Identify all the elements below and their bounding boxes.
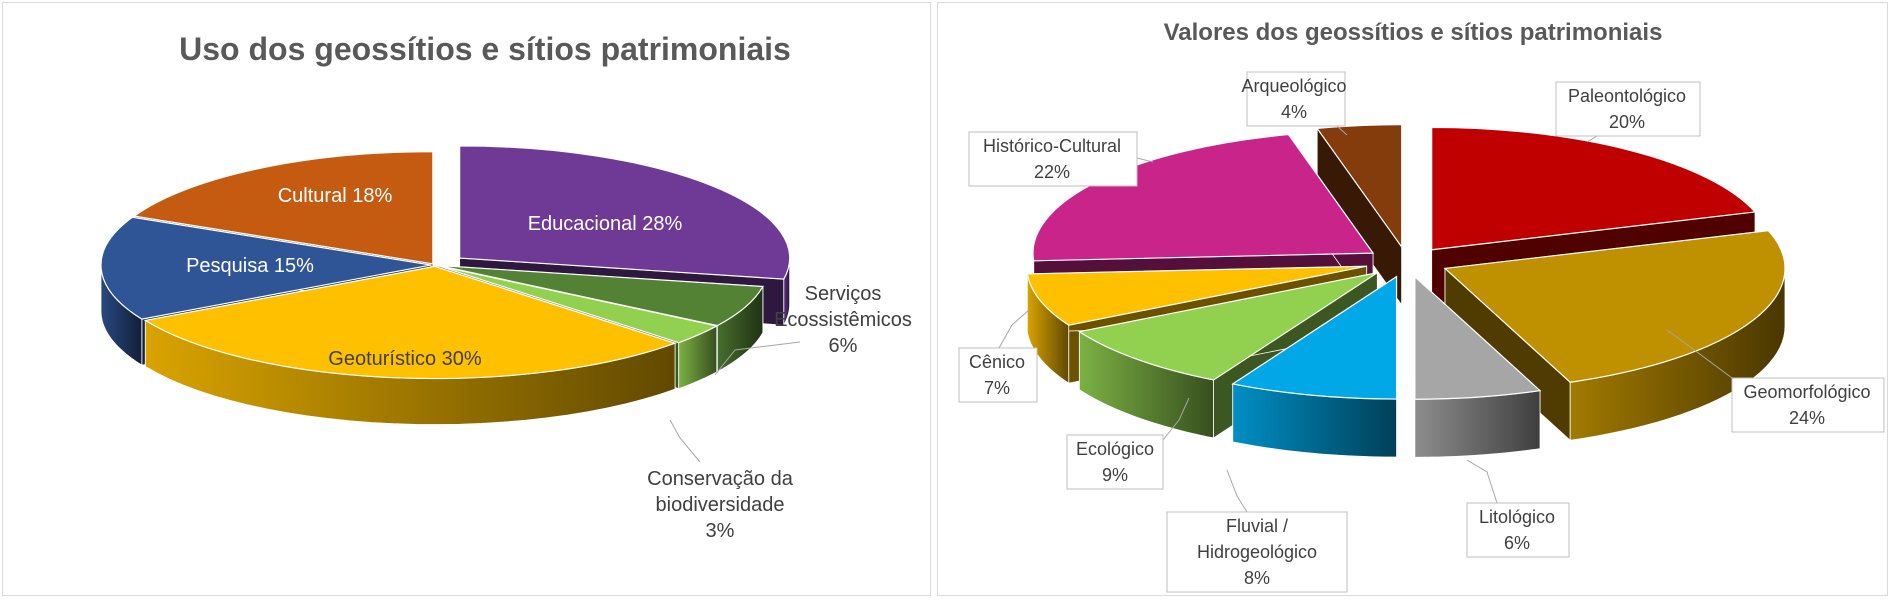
leader-line (1162, 397, 1190, 441)
data-label: 20% (1609, 112, 1645, 132)
label-box (1246, 71, 1346, 127)
data-label: Educacional 28% (528, 213, 683, 235)
leader-line (1666, 329, 1733, 379)
chart-valores: Valores dos geossítios e sítios patrimon… (937, 0, 1890, 600)
data-label: 24% (1789, 408, 1825, 428)
data-label: Geoturístico 30% (328, 348, 482, 370)
label-geoturistico: Geoturístico 30% (328, 348, 482, 370)
slice-geomorfologico (1443, 229, 1786, 383)
label-historico-cultural: Histórico-Cultural 22% (968, 131, 1154, 187)
slice-paleontologico (1431, 126, 1757, 251)
label-arqueologico: Arqueológico 4% (1241, 71, 1348, 136)
label-pesquisa: Pesquisa 15% (186, 255, 314, 277)
chart-valores-frame (937, 2, 1888, 596)
data-label: biodiversidade (656, 494, 785, 516)
data-label: 22% (1034, 162, 1070, 182)
slice-fluvial-hidrogeologico (1231, 275, 1398, 400)
slice-rim (1414, 390, 1541, 458)
data-label: Pesquisa 15% (186, 255, 314, 277)
chart-uso-svg: Uso dos geossítios e sítios patrimoniais… (100, 31, 912, 542)
slice-arqueologico (1316, 123, 1403, 249)
data-label: Conservação da (647, 468, 794, 490)
label-box (1466, 502, 1570, 558)
data-label: Fluvial / (1226, 516, 1288, 536)
slice-cenico (1026, 265, 1367, 326)
label-servicos-ecossistemicos: Serviços Ecossistêmicos 6% (714, 283, 912, 376)
label-educacional: Educacional 28% (528, 213, 683, 235)
data-label: 3% (706, 520, 735, 542)
data-label: Histórico-Cultural (983, 136, 1121, 156)
leader-line (1586, 135, 1598, 143)
slice-servicos-ecossistemicos (438, 264, 764, 327)
data-label: 9% (1102, 465, 1128, 485)
label-ecologico: Ecológico 9% (1066, 397, 1190, 490)
leader-line (1466, 459, 1498, 504)
data-label: Cultural 18% (278, 185, 393, 207)
leader-line (1336, 125, 1348, 136)
slice-geoturistico (143, 265, 677, 380)
label-box (1731, 377, 1885, 433)
data-label: Arqueológico (1241, 76, 1346, 96)
data-label: Hidrogeológico (1197, 542, 1317, 562)
slice-conservacao-da-biodiversidade (437, 265, 719, 344)
data-label: 4% (1281, 102, 1307, 122)
label-box (968, 131, 1138, 187)
slice-ecologico (1077, 272, 1378, 381)
leader-line (714, 341, 801, 376)
label-conservacao-da-biodiversidade: Conservação da biodiversidade 3% (647, 419, 794, 542)
slice-cultural (132, 151, 434, 265)
label-box (958, 347, 1038, 403)
data-label: Litológico (1479, 507, 1555, 527)
data-label: Paleontológico (1568, 86, 1686, 106)
label-box (1066, 434, 1164, 490)
chart-uso-frame (2, 2, 931, 596)
slice-litologico (1414, 275, 1542, 400)
slice-educacional (459, 145, 791, 280)
data-label: 6% (829, 335, 858, 357)
chart-valores-svg: Valores dos geossítios e sítios patrimon… (958, 19, 1885, 593)
chart-title: Valores dos geossítios e sítios patrimon… (1164, 19, 1663, 46)
leader-line (669, 419, 701, 463)
data-label: Ecológico (1076, 439, 1154, 459)
chart-title: Uso dos geossítios e sítios patrimoniais (179, 31, 791, 67)
leader-line (1226, 469, 1248, 513)
label-cultural: Cultural 18% (278, 185, 393, 207)
label-paleontologico: Paleontológico 20% (1555, 81, 1701, 143)
label-box (1166, 511, 1348, 593)
slice-pesquisa (100, 216, 432, 320)
label-fluvial-hidrogeologico: Fluvial / Hidrogeológico 8% (1166, 469, 1348, 593)
data-label: Cênico (969, 352, 1025, 372)
data-label: Geomorfológico (1743, 382, 1870, 402)
chart-uso: Uso dos geossítios e sítios patrimoniais… (0, 0, 935, 600)
data-label: Serviços (805, 283, 882, 305)
data-label: 8% (1244, 568, 1270, 588)
label-geomorfologico: Geomorfológico 24% (1666, 329, 1885, 433)
data-label: 7% (984, 378, 1010, 398)
label-litologico: Litológico 6% (1466, 459, 1570, 558)
leader-line (998, 309, 1030, 349)
label-cenico: Cênico 7% (958, 309, 1038, 403)
data-label: 6% (1504, 533, 1530, 553)
data-label: Ecossistêmicos (774, 309, 912, 331)
label-box (1555, 81, 1701, 137)
leader-line (1136, 157, 1154, 163)
